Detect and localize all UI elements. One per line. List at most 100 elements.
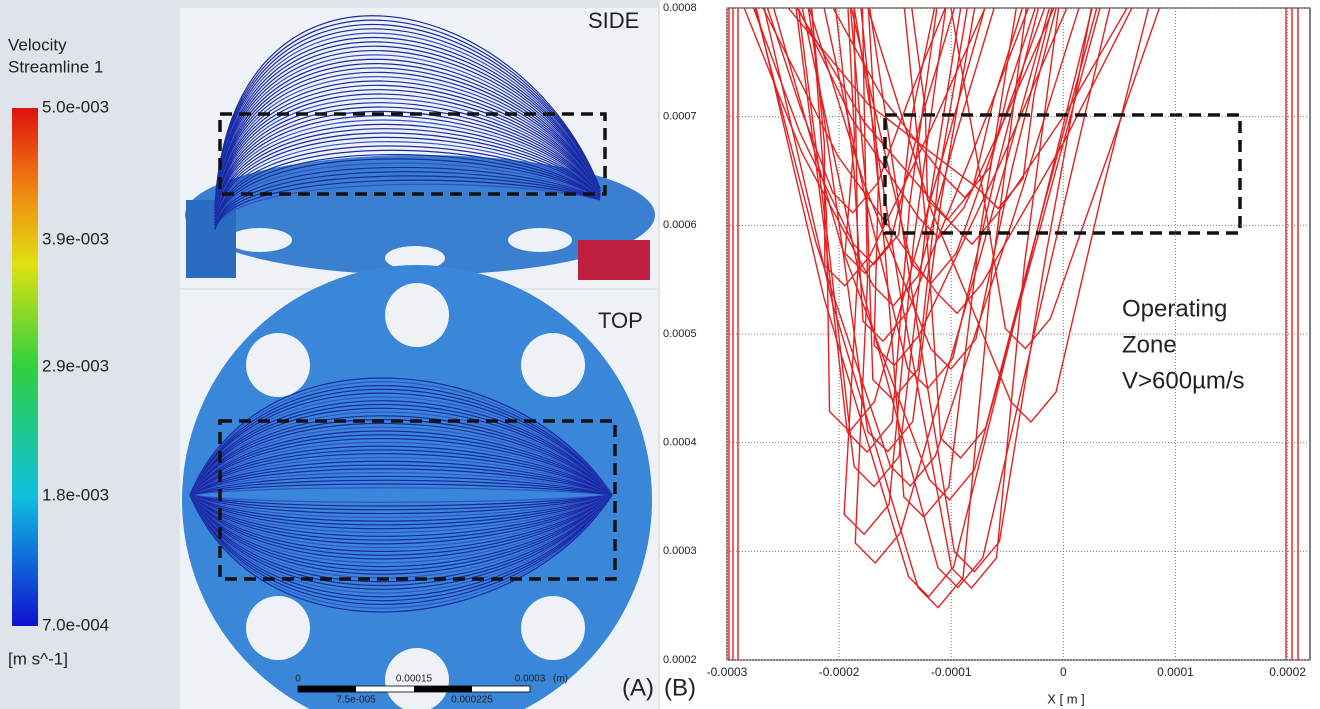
streamline [189, 468, 613, 496]
y-tick-label: 0.0002 [663, 654, 697, 666]
streamline [189, 494, 613, 545]
streamline [214, 179, 601, 230]
streamline [797, 8, 962, 488]
streamline [189, 494, 613, 606]
streamline [214, 71, 601, 215]
legend-title: Streamline 1 [8, 57, 103, 76]
streamline [189, 377, 613, 496]
streamline [796, 8, 1128, 246]
streamline [189, 487, 613, 496]
streamline [189, 407, 613, 496]
streamline [752, 8, 936, 266]
legend-unit: [m s^-1] [8, 649, 68, 668]
scale-label: 7.5e-005 [336, 695, 376, 706]
streamline [189, 445, 613, 496]
streamline [189, 392, 613, 496]
streamline [189, 384, 613, 496]
streamline [787, 8, 1057, 210]
y-tick-label: 0.0007 [663, 111, 697, 123]
streamline [214, 136, 601, 224]
streamline [214, 84, 601, 217]
streamline [189, 464, 613, 496]
hole [521, 333, 585, 397]
legend-tick: 2.9e-003 [42, 356, 109, 375]
streamline [189, 494, 613, 537]
streamline [189, 483, 613, 496]
streamline [214, 132, 601, 223]
y-tick-label: 0.0004 [663, 437, 697, 449]
side-streamlines [214, 15, 601, 231]
streamline [214, 37, 601, 210]
post [186, 200, 236, 278]
streamline [214, 166, 601, 228]
scale-label: 0.000225 [451, 695, 493, 706]
side-label: SIDE [588, 8, 639, 33]
streamline [214, 149, 601, 226]
streamline [214, 93, 601, 218]
streamline [189, 449, 613, 496]
streamline [214, 32, 601, 210]
streamline [911, 8, 1024, 221]
streamline [754, 8, 1080, 488]
top-streamlines [189, 377, 613, 613]
streamline [189, 494, 613, 602]
streamline [189, 475, 613, 496]
streamline [189, 494, 613, 568]
streamline [214, 54, 601, 213]
y-tick-label: 0.0005 [663, 328, 697, 340]
annotation: V>600µm/s [1122, 367, 1245, 394]
streamline [853, 8, 1060, 589]
streamline [189, 494, 613, 503]
streamline [832, 8, 1036, 199]
streamline [189, 494, 613, 530]
streamline [810, 8, 986, 287]
streamline [189, 494, 613, 613]
streamline [189, 494, 613, 534]
hole [508, 228, 572, 252]
streamline [214, 28, 601, 209]
y-tick-label: 0.0006 [663, 219, 697, 231]
hole [385, 246, 445, 270]
streamline [766, 8, 946, 214]
streamline [214, 15, 601, 207]
legend-tick: 7.0e-004 [42, 615, 109, 634]
scale-label: 0.00015 [396, 674, 433, 685]
scale-bar [414, 686, 472, 692]
streamline [189, 381, 613, 496]
streamline [214, 58, 601, 213]
streamline [189, 494, 613, 598]
hole [246, 333, 310, 397]
streamline [214, 76, 601, 216]
streamline [189, 494, 613, 560]
streamline [189, 494, 613, 552]
streamline [189, 494, 613, 583]
streamline [189, 494, 613, 515]
streamline [189, 494, 613, 549]
streamline [189, 388, 613, 496]
streamline [189, 494, 613, 518]
panel-label: (B) [664, 674, 696, 701]
streamline [214, 119, 601, 222]
streamline [189, 453, 613, 496]
streamline [189, 494, 613, 579]
streamline [214, 128, 601, 223]
streamline [189, 494, 613, 571]
streamline [189, 396, 613, 496]
streamline [189, 438, 613, 496]
streamline [214, 158, 601, 227]
streamline [189, 494, 613, 522]
streamline [849, 8, 968, 401]
y-tick-label: 0.0003 [663, 545, 697, 557]
streamline [214, 110, 601, 220]
streamline [214, 183, 601, 231]
scale-bar [298, 686, 356, 692]
streamline [189, 479, 613, 496]
legend-tick: 5.0e-003 [42, 97, 109, 116]
streamline [189, 400, 613, 496]
streamline [189, 494, 613, 575]
legend-tick: 1.8e-003 [42, 485, 109, 504]
streamline [189, 494, 613, 526]
legend-tick: 3.9e-003 [42, 229, 109, 248]
hole [246, 596, 310, 660]
